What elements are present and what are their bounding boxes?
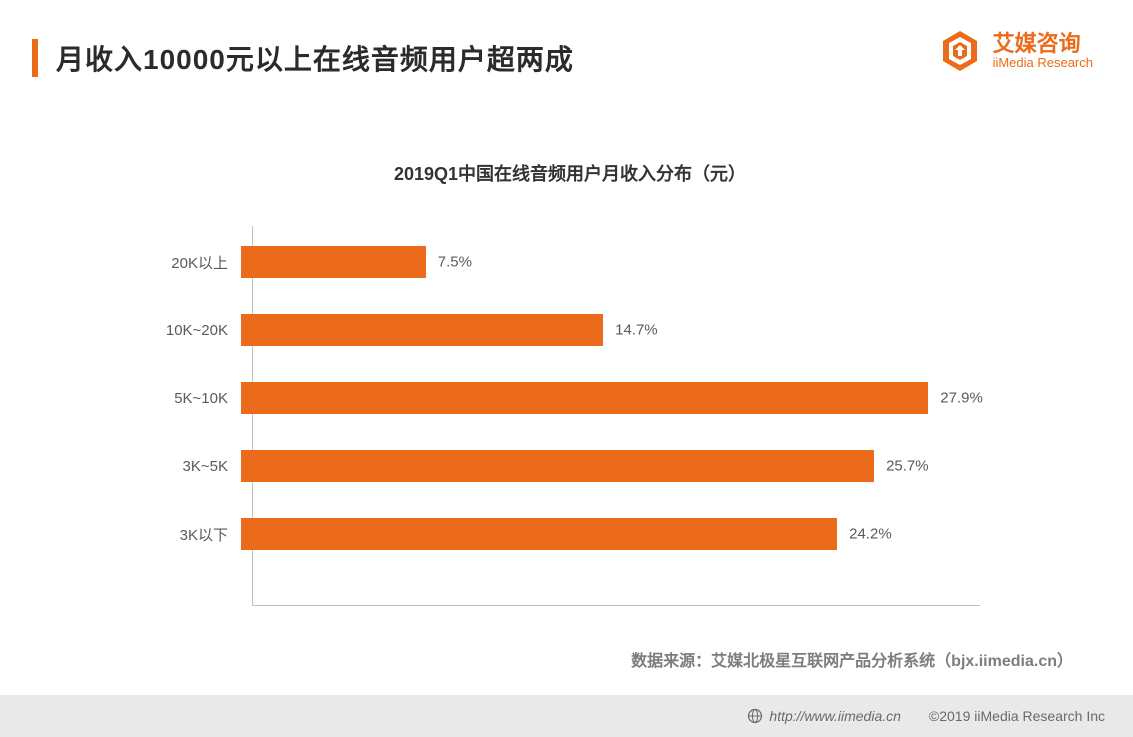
brand-logo-icon [937,28,983,74]
chart-row: 20K以上 7.5% [140,240,980,284]
footer: http://www.iimedia.cn ©2019 iiMedia Rese… [0,695,1133,737]
value-label: 7.5% [438,254,472,271]
footer-copyright: ©2019 iiMedia Research Inc [929,708,1105,724]
bar [241,246,426,278]
bar [241,518,837,550]
brand-name-en: iiMedia Research [993,56,1093,71]
bar-track: 7.5% [241,246,980,278]
title-accent [32,39,38,77]
value-label: 25.7% [886,458,929,475]
bar-track: 14.7% [241,314,980,346]
bar [241,314,603,346]
bar [241,382,928,414]
brand-text: 艾媒咨询 iiMedia Research [993,31,1093,71]
bar [241,450,874,482]
bar-track: 27.9% [241,382,980,414]
chart-row: 5K~10K 27.9% [140,376,980,420]
bar-track: 24.2% [241,518,980,550]
value-label: 14.7% [615,322,658,339]
brand-logo-block: 艾媒咨询 iiMedia Research [937,28,1093,74]
globe-icon [747,708,763,724]
value-label: 24.2% [849,526,892,543]
footer-link-text: http://www.iimedia.cn [769,708,901,724]
brand-name-cn: 艾媒咨询 [993,31,1093,56]
chart-row: 3K~5K 25.7% [140,444,980,488]
bar-track: 25.7% [241,450,980,482]
category-label: 20K以上 [140,252,240,273]
footer-link[interactable]: http://www.iimedia.cn [747,708,901,724]
chart-plot: 20K以上 7.5% 10K~20K 14.7% 5K~10K 27.9% 3K~5K 25.… [140,226,1000,606]
slide: 月收入10000元以上在线音频用户超两成 艾媒咨询 iiMedia Resear… [0,0,1133,737]
chart-title: 2019Q1中国在线音频用户月收入分布（元） [140,160,1000,186]
category-label: 3K~5K [140,458,240,475]
x-axis [252,605,980,606]
category-label: 3K以下 [140,524,240,545]
chart-row: 3K以下 24.2% [140,512,980,556]
data-source: 数据来源：艾媒北极星互联网产品分析系统（bjx.iimedia.cn） [631,647,1073,671]
page-title: 月收入10000元以上在线音频用户超两成 [56,38,574,78]
value-label: 27.9% [940,390,983,407]
category-label: 5K~10K [140,390,240,407]
category-label: 10K~20K [140,322,240,339]
title-bar: 月收入10000元以上在线音频用户超两成 [32,38,574,78]
chart-row: 10K~20K 14.7% [140,308,980,352]
chart: 2019Q1中国在线音频用户月收入分布（元） 20K以上7.5%10K~20K1… [140,160,1000,606]
